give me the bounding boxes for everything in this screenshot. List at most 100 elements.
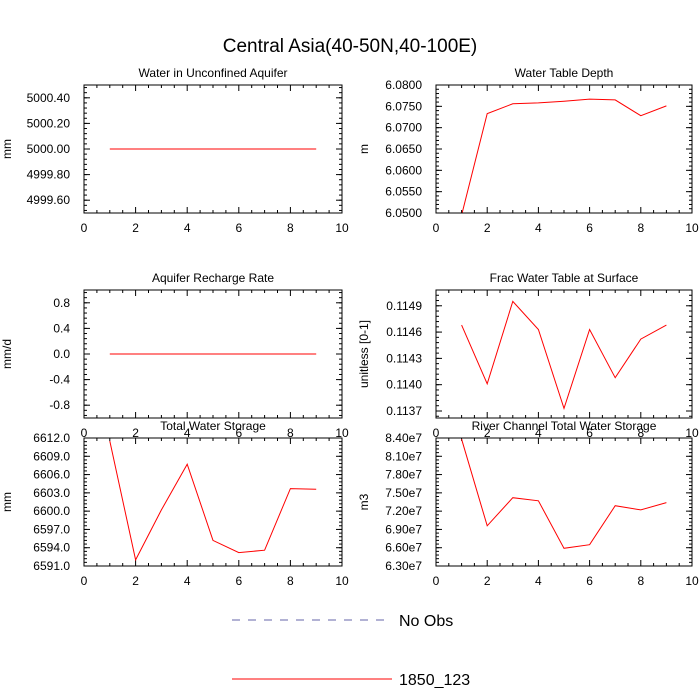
x-tick-label: 0	[433, 221, 440, 235]
series-line-1850_123	[461, 300, 667, 411]
y-tick-label: 0.4	[53, 321, 70, 335]
plot-frame	[83, 437, 343, 567]
x-tick-label: 10	[685, 426, 699, 440]
x-tick-label: 8	[287, 221, 294, 235]
y-tick-label: 6591.0	[33, 559, 70, 573]
y-axis-label: mm/d	[0, 339, 14, 369]
series-line-1850_123	[461, 98, 667, 213]
y-tick-label: 6.0500	[385, 206, 422, 220]
x-tick-label: 4	[184, 574, 191, 588]
y-tick-label: 6.0750	[385, 99, 422, 113]
x-tick-label: 6	[235, 221, 242, 235]
x-tick-label: 0	[81, 574, 88, 588]
x-tick-label: 4	[535, 426, 542, 440]
legend: No Obs 1850_123	[232, 613, 470, 689]
panel-2: Water Table Depth m 0 2 4 6 8 10 6.0500 6.0550 6.0…	[357, 66, 699, 235]
y-axis-label: m	[357, 144, 371, 154]
x-tick-label: 0	[433, 426, 440, 440]
y-tick-label: 6603.0	[33, 486, 70, 500]
y-tick-label: 0.8	[53, 296, 70, 310]
y-axis-label: mm	[0, 139, 14, 159]
x-tick-label: 10	[335, 426, 349, 440]
x-tick-label: 2	[132, 574, 139, 588]
panel-5: Total Water Storage mm 0 2 4 6 8 10 6591.0 6594.0…	[0, 419, 349, 588]
x-tick-label: 8	[287, 426, 294, 440]
plot-frame	[435, 289, 693, 419]
panel-title: Water in Unconfined Aquifer	[139, 66, 288, 80]
y-tick-label: 6609.0	[33, 449, 70, 463]
y-tick-label: 6.0650	[385, 142, 422, 156]
y-tick-label: -0.8	[49, 398, 70, 412]
panel-title: Frac Water Table at Surface	[490, 271, 639, 285]
y-tick-label: 0.1143	[386, 351, 422, 365]
y-tick-label: 6.60e7	[385, 541, 422, 555]
y-tick-label: 4999.80	[27, 168, 71, 182]
x-tick-label: 10	[335, 221, 349, 235]
panel-3: Aquifer Recharge Rate mm/d 0 2 4 6 8 10 -0.8 -0.4…	[0, 271, 349, 440]
plot-frame	[83, 289, 343, 419]
x-tick-label: 0	[433, 574, 440, 588]
x-tick-label: 6	[235, 574, 242, 588]
x-tick-label: 4	[184, 426, 191, 440]
panel-6: River Channel Total Water Storage m3 0 2 4 6 8…	[357, 419, 699, 588]
plot-frame	[435, 437, 693, 567]
x-tick-label: 8	[637, 426, 644, 440]
x-tick-label: 2	[132, 426, 139, 440]
legend-label-no-obs: No Obs	[399, 613, 453, 630]
y-tick-label: 6.0550	[385, 185, 422, 199]
x-tick-label: 4	[535, 221, 542, 235]
figure-title: Central Asia(40-50N,40-100E)	[223, 36, 478, 57]
x-tick-label: 8	[287, 574, 294, 588]
y-tick-label: 8.10e7	[385, 449, 422, 463]
panels: Water in Unconfined Aquifer mm 0 2 4 6 8 10 4999…	[0, 66, 699, 588]
x-tick-label: 2	[484, 574, 491, 588]
x-tick-label: 8	[637, 574, 644, 588]
x-tick-label: 6	[586, 426, 593, 440]
y-tick-label: 6.0600	[385, 163, 422, 177]
x-tick-label: 2	[484, 426, 491, 440]
y-tick-label: 6.90e7	[385, 522, 422, 536]
y-tick-label: 0.1140	[386, 378, 422, 392]
x-tick-label: 10	[685, 221, 699, 235]
y-tick-label: 7.20e7	[385, 504, 422, 518]
y-tick-label: 6594.0	[33, 541, 70, 555]
y-tick-label: 6606.0	[33, 468, 70, 482]
panel-title: Aquifer Recharge Rate	[152, 271, 274, 285]
panel-title: River Channel Total Water Storage	[472, 419, 657, 433]
y-axis-label: mm	[0, 492, 14, 512]
y-tick-label: 0.1149	[386, 299, 422, 313]
x-tick-label: 0	[81, 221, 88, 235]
plot-frame	[435, 84, 693, 214]
y-axis-label: m3	[357, 493, 371, 510]
x-tick-label: 6	[586, 221, 593, 235]
x-tick-label: 4	[184, 221, 191, 235]
y-tick-label: 7.80e7	[385, 468, 422, 482]
x-tick-label: 10	[685, 574, 699, 588]
y-tick-label: -0.4	[49, 373, 70, 387]
x-tick-label: 6	[586, 574, 593, 588]
x-tick-label: 2	[484, 221, 491, 235]
y-tick-label: 4999.60	[27, 193, 71, 207]
y-tick-label: 6612.0	[33, 431, 70, 445]
y-tick-label: 6.0800	[385, 78, 422, 92]
x-tick-label: 4	[535, 574, 542, 588]
panel-title: Water Table Depth	[515, 66, 614, 80]
y-tick-label: 5000.40	[27, 91, 71, 105]
series-line-1850_123	[109, 440, 317, 562]
panel-4: Frac Water Table at Surface unitless [0-1…	[357, 271, 699, 440]
panel-title: Total Water Storage	[160, 419, 266, 433]
x-tick-label: 0	[81, 426, 88, 440]
series-line-1850_123	[461, 439, 667, 549]
panel-1: Water in Unconfined Aquifer mm 0 2 4 6 8 10 4999…	[0, 66, 349, 235]
x-tick-label: 8	[637, 221, 644, 235]
y-tick-label: 6.0700	[385, 121, 422, 135]
y-tick-label: 0.1146	[386, 325, 422, 339]
y-tick-label: 6597.0	[33, 522, 70, 536]
y-tick-label: 0.0	[53, 347, 70, 361]
y-tick-label: 5000.20	[27, 116, 71, 130]
x-tick-label: 10	[335, 574, 349, 588]
y-tick-label: 5000.00	[27, 142, 71, 156]
x-tick-label: 6	[235, 426, 242, 440]
